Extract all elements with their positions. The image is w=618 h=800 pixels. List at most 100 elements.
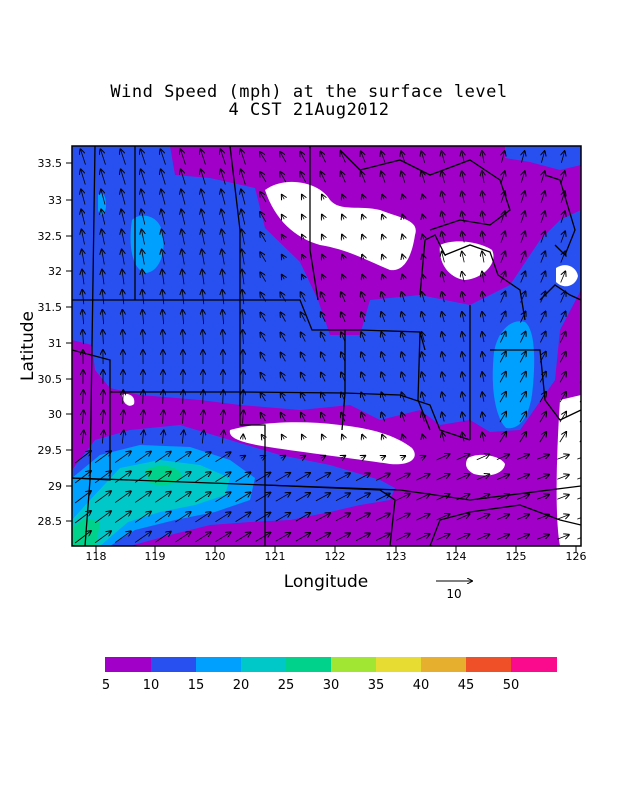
- wind-arrow-icon: [362, 435, 364, 440]
- wind-arrow-icon: [141, 190, 146, 205]
- wind-arrow-icon: [442, 372, 444, 382]
- wind-arrow-icon: [142, 310, 143, 325]
- wind-arrow-icon: [355, 533, 370, 541]
- wind-arrow-icon: [182, 250, 185, 265]
- wind-arrow-icon: [341, 292, 345, 302]
- wind-arrow-icon: [322, 215, 324, 220]
- wind-arrow-icon: [300, 172, 307, 183]
- wind-arrow-icon: [134, 532, 151, 543]
- y-tick-label: 30.5: [38, 373, 63, 386]
- band-20-25: [72, 460, 230, 546]
- wind-arrow-icon: [402, 352, 405, 362]
- wind-arrow-icon: [101, 149, 106, 165]
- x-tick-label: 119: [145, 550, 166, 563]
- wind-arrow-icon: [235, 512, 251, 522]
- wind-arrow-icon: [260, 333, 266, 342]
- wind-arrow-icon: [482, 312, 484, 323]
- wind-arrow-icon: [162, 290, 164, 305]
- wind-arrow-icon: [260, 252, 267, 262]
- wind-arrow-icon: [422, 235, 423, 240]
- wind-arrow-icon: [402, 372, 405, 382]
- wind-arrow-icon: [559, 392, 566, 403]
- wind-arrow-icon: [462, 292, 464, 303]
- wind-arrow-icon: [155, 512, 170, 523]
- wind-arrow-icon: [215, 452, 231, 463]
- wind-arrow-icon: [482, 171, 484, 183]
- wind-arrow-icon: [201, 170, 206, 185]
- wind-arrow-icon: [456, 514, 470, 521]
- wind-arrow-icon: [295, 473, 310, 482]
- wind-arrow-icon: [401, 332, 404, 342]
- wind-arrow-icon: [442, 352, 444, 362]
- wind-arrow-icon: [181, 190, 186, 205]
- wind-arrow-icon: [94, 531, 111, 544]
- wind-arrow-icon: [122, 230, 125, 245]
- wind-arrow-icon: [321, 353, 325, 362]
- wind-arrow-icon: [355, 473, 370, 481]
- wind-arrow-icon: [436, 474, 450, 481]
- wind-arrow-icon: [482, 332, 484, 343]
- wind-arrow-icon: [381, 312, 385, 323]
- wind-arrow-icon: [381, 352, 384, 362]
- x-tick-label: 118: [86, 550, 107, 563]
- wind-arrow-icon: [182, 310, 183, 325]
- y-tick: 33.5: [38, 157, 72, 170]
- wind-arrow-icon: [560, 292, 566, 303]
- wind-arrow-icon: [82, 230, 85, 245]
- x-tick-label: 120: [205, 550, 226, 563]
- wind-arrow-icon: [320, 152, 326, 163]
- wind-arrow-icon: [302, 195, 304, 199]
- wind-arrow-icon: [142, 270, 144, 285]
- wind-arrow-icon: [162, 270, 164, 285]
- wind-arrow-icon: [402, 255, 404, 260]
- wind-arrow-icon: [540, 312, 546, 323]
- wind-arrow-icon: [155, 492, 170, 503]
- wind-arrow-icon: [482, 272, 484, 283]
- wind-arrow-icon: [142, 431, 143, 444]
- colorbar-swatch: [466, 657, 511, 672]
- wind-arrow-icon: [422, 292, 425, 303]
- wind-arrow-icon: [456, 534, 470, 541]
- wind-arrow-icon: [541, 191, 545, 203]
- wind-arrow-icon: [162, 431, 163, 444]
- wind-arrow-icon: [561, 211, 565, 223]
- wind-arrow-icon: [121, 149, 126, 165]
- wind-arrow-icon: [520, 292, 526, 303]
- wind-arrow-icon: [74, 511, 91, 524]
- wind-arrow-icon: [482, 151, 484, 163]
- wind-arrow-icon: [235, 472, 251, 482]
- y-tick: 30: [48, 408, 72, 421]
- wind-arrow-icon: [396, 514, 409, 521]
- wind-arrow-icon: [402, 215, 404, 220]
- wind-arrow-icon: [321, 413, 325, 422]
- wind-arrow-icon: [382, 275, 384, 280]
- wind-arrow-icon: [362, 275, 364, 280]
- wind-arrow-icon: [342, 215, 344, 220]
- wind-arrow-icon: [162, 230, 165, 245]
- wind-arrow-icon: [560, 332, 565, 343]
- wind-arrow-icon: [142, 230, 145, 245]
- wind-arrow-icon: [436, 494, 450, 501]
- wind-arrow-icon: [557, 535, 569, 540]
- wind-arrow-icon: [280, 292, 286, 302]
- wind-arrow-icon: [261, 393, 266, 402]
- wind-arrow-icon: [255, 533, 271, 542]
- wind-arrow-icon: [102, 310, 103, 325]
- y-tick: 31.5: [38, 301, 72, 314]
- wind-arrow-icon: [281, 313, 286, 322]
- wind-arrow-icon: [456, 474, 470, 481]
- wind-arrow-icon: [361, 152, 366, 163]
- wind-arrow-icon: [182, 431, 183, 444]
- wind-arrow-icon: [442, 272, 445, 283]
- wind-arrow-icon: [141, 210, 145, 225]
- wind-arrow-icon: [221, 190, 226, 205]
- wind-arrow-icon: [561, 191, 565, 203]
- wind-arrow-icon: [382, 195, 384, 200]
- wind-arrow-icon: [499, 372, 506, 383]
- wind-arrow-icon: [516, 475, 529, 480]
- wind-arrow-icon: [577, 477, 581, 480]
- wind-arrow-icon: [499, 412, 506, 423]
- wind-arrow-icon: [422, 312, 425, 323]
- x-tick: 125: [506, 546, 527, 563]
